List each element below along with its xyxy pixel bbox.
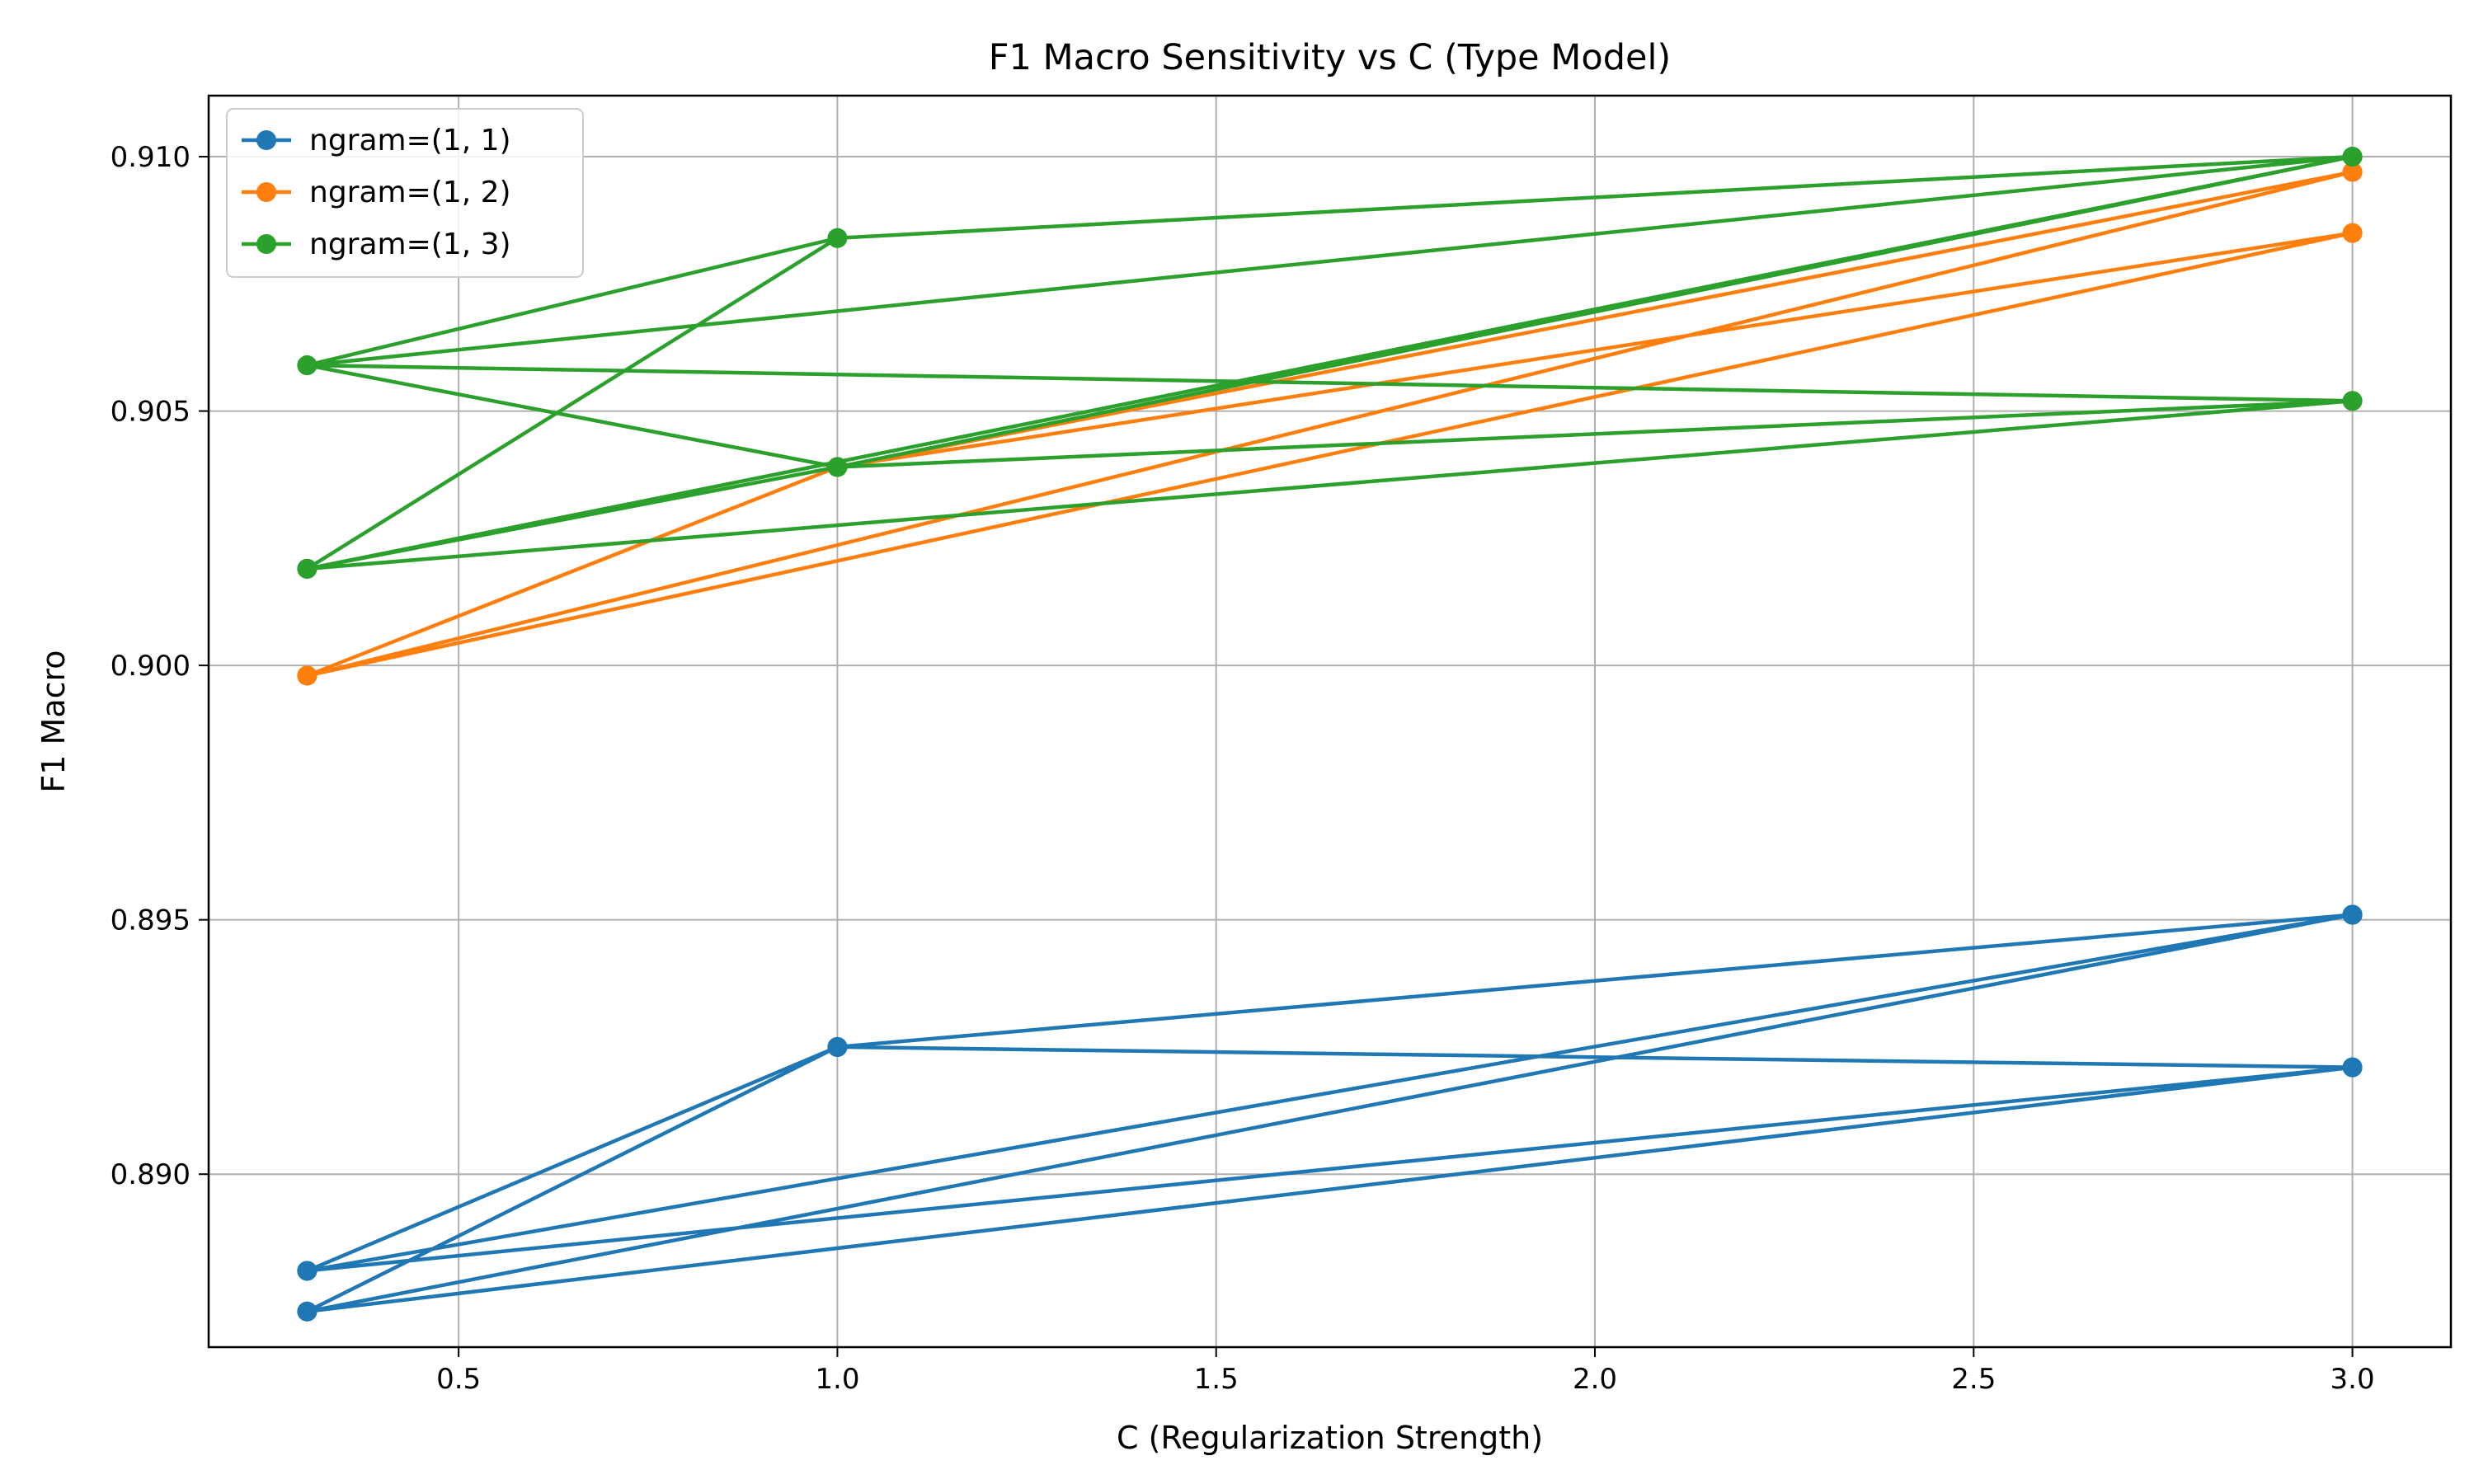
series-line	[305, 170, 2354, 678]
legend-marker	[256, 234, 276, 254]
data-point	[297, 1301, 317, 1322]
y-tick-label: 0.890	[111, 1158, 190, 1191]
data-point	[827, 457, 848, 477]
plot-frame	[207, 94, 2453, 1349]
ticks: 0.5 1.0 1.5 2.0 2.5 3.0 0.890 0.895 0.900 0.905 0.…	[111, 141, 2375, 1396]
legend-marker	[256, 182, 276, 202]
x-tick-label: 3.0	[2331, 1363, 2375, 1396]
legend-item: ngram=(1, 2)	[242, 176, 511, 209]
data-point	[297, 665, 317, 686]
data-point	[297, 558, 317, 579]
y-tick-label: 0.895	[111, 904, 190, 937]
data-point	[2342, 147, 2363, 167]
legend-label: ngram=(1, 3)	[309, 228, 511, 261]
legend-marker	[256, 130, 276, 150]
x-tick-label: 1.5	[1194, 1363, 1239, 1396]
data-point	[297, 355, 317, 376]
data-point	[2342, 162, 2363, 182]
y-tick-label: 0.900	[111, 650, 190, 683]
data-point	[2342, 223, 2363, 243]
data-point	[297, 1261, 317, 1281]
y-tick-label: 0.905	[111, 396, 190, 429]
legend-label: ngram=(1, 1)	[309, 124, 511, 157]
y-axis-label: F1 Macro	[35, 650, 72, 792]
data-point	[827, 228, 848, 248]
data-point	[2342, 391, 2363, 411]
x-tick-label: 2.0	[1573, 1363, 1617, 1396]
legend-label: ngram=(1, 2)	[309, 176, 511, 209]
series-3	[297, 147, 2363, 579]
legend: ngram=(1, 1) ngram=(1, 2) ngram=(1, 3)	[226, 108, 584, 278]
data-point	[2342, 1057, 2363, 1078]
series-line	[305, 913, 2354, 1314]
chart-title: F1 Macro Sensitivity vs C (Type Model)	[989, 37, 1671, 78]
x-tick-label: 2.5	[1951, 1363, 1996, 1396]
series-1	[297, 904, 2363, 1322]
data-point	[2342, 904, 2363, 925]
data-point	[827, 1036, 848, 1057]
series-2	[297, 162, 2363, 686]
x-axis-label: C (Regularization Strength)	[1117, 1420, 1543, 1456]
x-tick-label: 0.5	[436, 1363, 481, 1396]
x-tick-label: 1.0	[815, 1363, 859, 1396]
legend-box	[226, 108, 584, 278]
y-tick-label: 0.910	[111, 141, 190, 174]
series-line	[305, 154, 2354, 571]
legend-item: ngram=(1, 3)	[242, 228, 511, 261]
series-layer	[297, 147, 2363, 1322]
legend-item: ngram=(1, 1)	[242, 124, 511, 157]
